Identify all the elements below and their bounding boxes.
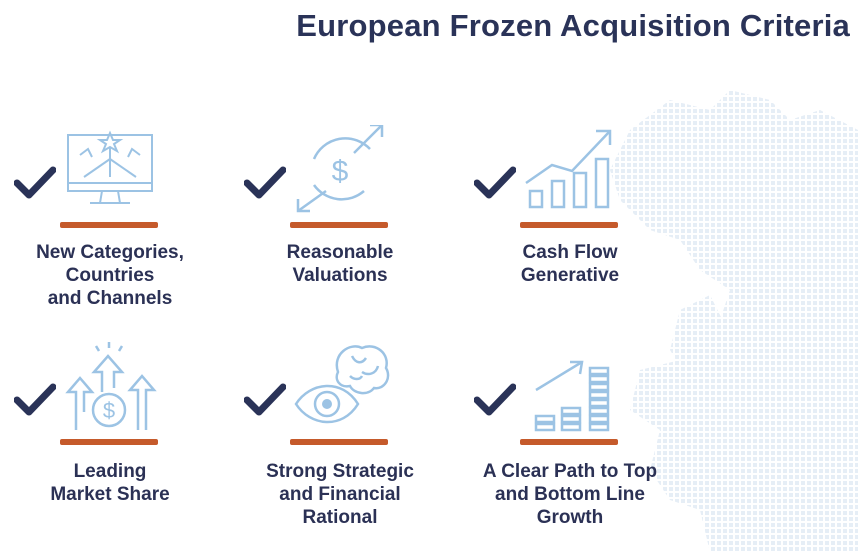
criteria-label-line: Countries [65, 265, 155, 286]
criteria-item-strategic-financial: Strong Strategic and Financial Rational [240, 342, 460, 542]
criteria-label: New Categories, Countries and Channels [10, 241, 210, 310]
accent-underline [60, 222, 158, 228]
accent-underline [290, 222, 388, 228]
checkmark-icon [474, 166, 516, 199]
dollar-exchange-icon: $ [296, 125, 384, 213]
page-title: European Frozen Acquisition Criteria [296, 8, 850, 43]
criteria-label-line: Rational [302, 507, 378, 528]
criteria-label-line: and Bottom Line [495, 484, 645, 505]
criteria-item-reasonable-valuations: $ Reasonable Valuations [240, 125, 460, 325]
criteria-label-line: and Channels [47, 288, 173, 309]
checkmark-icon [14, 166, 56, 199]
criteria-label-line: Market Share [50, 484, 170, 505]
money-growth-arrows-icon: $ [65, 342, 157, 430]
stacked-growth-chart-icon [534, 360, 610, 432]
brain-eye-icon [294, 345, 390, 424]
accent-underline [290, 439, 388, 445]
accent-underline [520, 439, 618, 445]
checkmark-icon [244, 383, 286, 416]
criteria-label-line: and Financial [279, 484, 401, 505]
accent-underline [60, 439, 158, 445]
checkmark-icon [474, 383, 516, 416]
criteria-label: A Clear Path to Top and Bottom Line Grow… [470, 460, 670, 529]
svg-text:$: $ [103, 398, 115, 423]
criteria-label-line: Strong Strategic [266, 461, 414, 482]
criteria-label-line: New Categories, [36, 242, 184, 263]
growth-bar-chart-icon [525, 129, 612, 209]
computer-arrows-icon [67, 130, 153, 204]
accent-underline [520, 222, 618, 228]
criteria-label: Leading Market Share [10, 460, 210, 506]
criteria-item-market-share: $ Leading Market Share [10, 342, 230, 542]
criteria-label-line: Reasonable [286, 242, 394, 263]
criteria-label-line: Growth [536, 507, 604, 528]
criteria-label-line: Valuations [292, 265, 388, 286]
criteria-item-clear-path: A Clear Path to Top and Bottom Line Grow… [470, 342, 690, 542]
europe-map-background [610, 90, 858, 552]
criteria-item-cash-flow: Cash Flow Generative [470, 125, 690, 325]
criteria-label-line: Generative [520, 265, 620, 286]
criteria-label: Cash Flow Generative [470, 241, 670, 287]
checkmark-icon [14, 383, 56, 416]
criteria-label: Reasonable Valuations [240, 241, 440, 287]
criteria-label: Strong Strategic and Financial Rational [240, 460, 440, 529]
svg-text:$: $ [332, 155, 349, 188]
criteria-item-new-categories: New Categories, Countries and Channels [10, 125, 230, 325]
criteria-label-line: Leading [73, 461, 147, 482]
checkmark-icon [244, 166, 286, 199]
criteria-label-line: Cash Flow [522, 242, 618, 263]
criteria-label-line: A Clear Path to Top [482, 461, 658, 482]
